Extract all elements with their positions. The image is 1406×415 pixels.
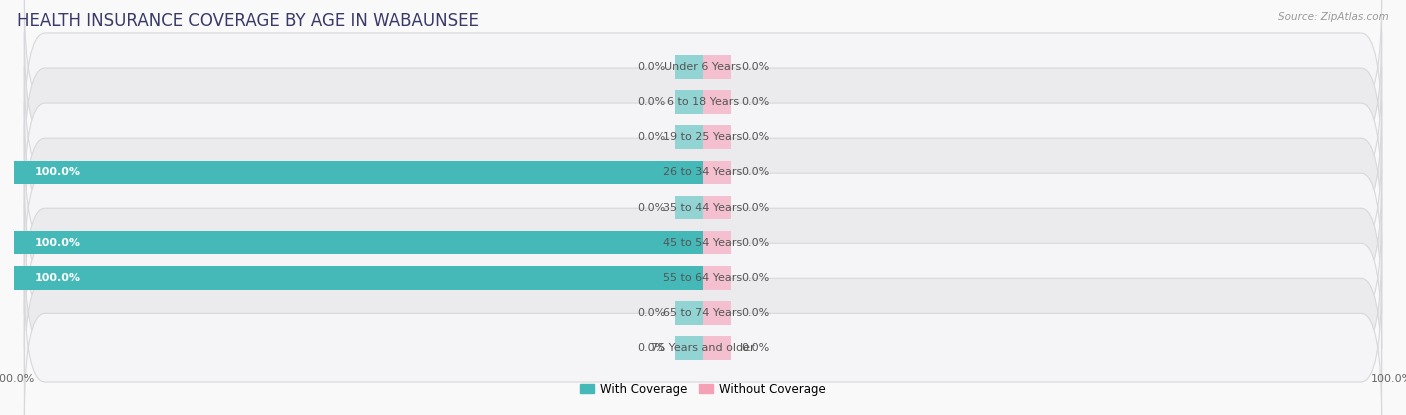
Text: 45 to 54 Years: 45 to 54 Years <box>664 237 742 247</box>
Bar <box>14 266 703 290</box>
Text: 0.0%: 0.0% <box>741 62 769 72</box>
Bar <box>703 266 731 290</box>
Text: 26 to 34 Years: 26 to 34 Years <box>664 168 742 178</box>
Text: 100.0%: 100.0% <box>35 168 80 178</box>
Bar <box>675 195 703 220</box>
Text: 75 Years and older: 75 Years and older <box>651 343 755 353</box>
Bar <box>703 56 731 79</box>
Bar <box>675 56 703 79</box>
Text: 0.0%: 0.0% <box>741 132 769 142</box>
Bar <box>675 125 703 149</box>
FancyBboxPatch shape <box>24 137 1382 278</box>
Bar <box>703 161 731 184</box>
Bar <box>675 90 703 114</box>
Text: 0.0%: 0.0% <box>741 203 769 212</box>
Text: 0.0%: 0.0% <box>741 308 769 317</box>
Bar <box>703 231 731 254</box>
Text: 0.0%: 0.0% <box>637 308 665 317</box>
FancyBboxPatch shape <box>24 277 1382 415</box>
Text: 6 to 18 Years: 6 to 18 Years <box>666 98 740 107</box>
Text: 100.0%: 100.0% <box>35 273 80 283</box>
Text: 0.0%: 0.0% <box>741 98 769 107</box>
Bar <box>675 301 703 325</box>
Legend: With Coverage, Without Coverage: With Coverage, Without Coverage <box>575 378 831 400</box>
Bar <box>703 336 731 359</box>
Text: 0.0%: 0.0% <box>637 98 665 107</box>
FancyBboxPatch shape <box>24 172 1382 313</box>
Text: 100.0%: 100.0% <box>35 237 80 247</box>
Text: 19 to 25 Years: 19 to 25 Years <box>664 132 742 142</box>
Bar <box>14 231 703 254</box>
FancyBboxPatch shape <box>24 207 1382 348</box>
Text: 0.0%: 0.0% <box>637 343 665 353</box>
Bar <box>675 336 703 359</box>
Text: 0.0%: 0.0% <box>637 203 665 212</box>
FancyBboxPatch shape <box>24 102 1382 243</box>
Bar <box>703 125 731 149</box>
Bar <box>14 161 703 184</box>
Bar <box>703 195 731 220</box>
FancyBboxPatch shape <box>24 67 1382 208</box>
Bar <box>703 301 731 325</box>
Text: 0.0%: 0.0% <box>637 132 665 142</box>
Text: 0.0%: 0.0% <box>637 62 665 72</box>
Text: 0.0%: 0.0% <box>741 237 769 247</box>
Text: Source: ZipAtlas.com: Source: ZipAtlas.com <box>1278 12 1389 22</box>
Bar <box>703 90 731 114</box>
Text: Under 6 Years: Under 6 Years <box>665 62 741 72</box>
Text: 0.0%: 0.0% <box>741 168 769 178</box>
Text: 0.0%: 0.0% <box>741 273 769 283</box>
Text: 0.0%: 0.0% <box>741 343 769 353</box>
Text: HEALTH INSURANCE COVERAGE BY AGE IN WABAUNSEE: HEALTH INSURANCE COVERAGE BY AGE IN WABA… <box>17 12 479 30</box>
FancyBboxPatch shape <box>24 32 1382 173</box>
Text: 55 to 64 Years: 55 to 64 Years <box>664 273 742 283</box>
Text: 65 to 74 Years: 65 to 74 Years <box>664 308 742 317</box>
FancyBboxPatch shape <box>24 0 1382 138</box>
Text: 35 to 44 Years: 35 to 44 Years <box>664 203 742 212</box>
FancyBboxPatch shape <box>24 242 1382 383</box>
